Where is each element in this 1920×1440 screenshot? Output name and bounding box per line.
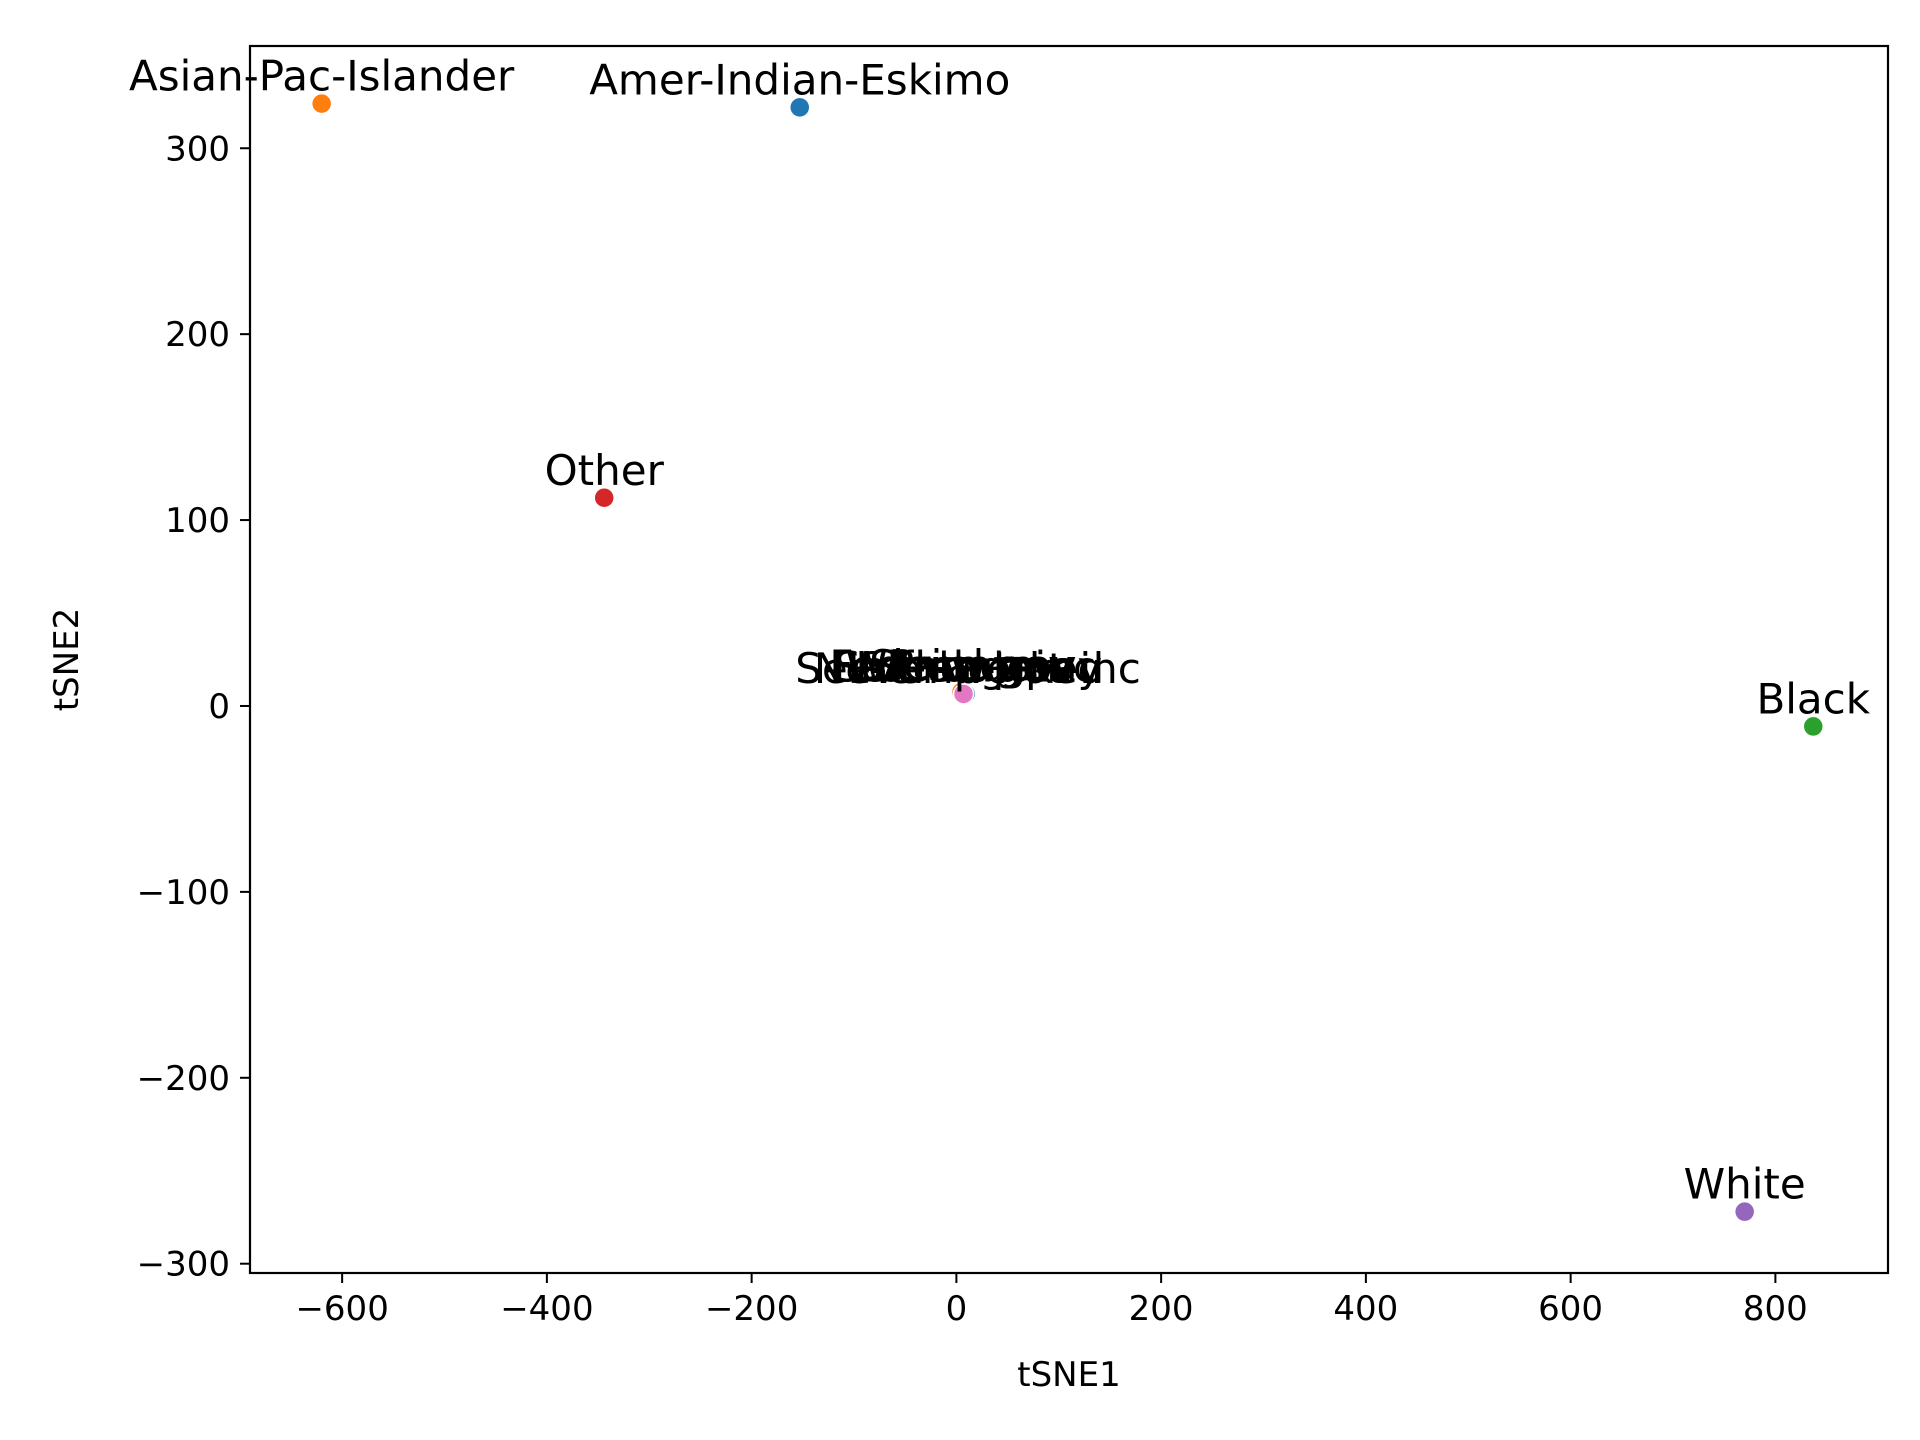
x-tick-label: 800 (1743, 1289, 1808, 1329)
y-tick-label: 0 (208, 687, 230, 727)
x-tick-label: 400 (1333, 1289, 1398, 1329)
data-point (310, 92, 333, 115)
point-label: Self-emp-inc (834, 642, 1096, 691)
x-axis-label: tSNE1 (1017, 1355, 1120, 1395)
point-label: Private (889, 641, 1035, 690)
data-point (1733, 1200, 1756, 1223)
point-label: Federal-gov (829, 641, 1076, 690)
x-tick-label: −600 (295, 1289, 388, 1329)
y-tick-label: −200 (137, 1059, 230, 1099)
x-tick-label: 200 (1129, 1289, 1194, 1329)
x-tick-label: 600 (1538, 1289, 1603, 1329)
point-label: Without-pay (846, 642, 1103, 691)
point-label: Self-emp-not-inc (795, 644, 1141, 693)
x-tick-label: 0 (946, 1289, 968, 1329)
point-label: Black (1756, 674, 1870, 723)
data-point (1802, 715, 1825, 738)
point-label: Asian-Pac-Islander (129, 52, 515, 101)
y-axis-label: tSNE2 (47, 608, 87, 711)
y-tick-label: −100 (137, 873, 230, 913)
point-label: Other (545, 446, 665, 495)
axes: −600 −400 −200 0 200 400 600 800 −300 −200 −100 0 10… (137, 44, 1890, 1329)
data-point (789, 96, 811, 119)
plot-frame (248, 44, 1890, 1275)
data-points (310, 92, 1825, 1223)
point-labels: Federal-govLocal-govNever-workedPrivateS… (129, 52, 1871, 1209)
y-tick-label: 300 (165, 129, 230, 169)
y-tick-label: 200 (165, 315, 230, 355)
point-label: Amer-Indian-Eskimo (589, 55, 1010, 104)
point-label: Local-gov (855, 642, 1056, 691)
y-tick-label: 100 (165, 501, 230, 541)
point-label: Never-worked (814, 644, 1104, 693)
y-tick-label: −300 (137, 1245, 230, 1285)
point-label: White (1684, 1160, 1806, 1209)
point-label: State-gov (869, 641, 1073, 690)
data-point (952, 683, 975, 705)
data-point (593, 487, 615, 509)
x-tick-label: −400 (500, 1289, 593, 1329)
x-tick-label: −200 (705, 1289, 798, 1329)
